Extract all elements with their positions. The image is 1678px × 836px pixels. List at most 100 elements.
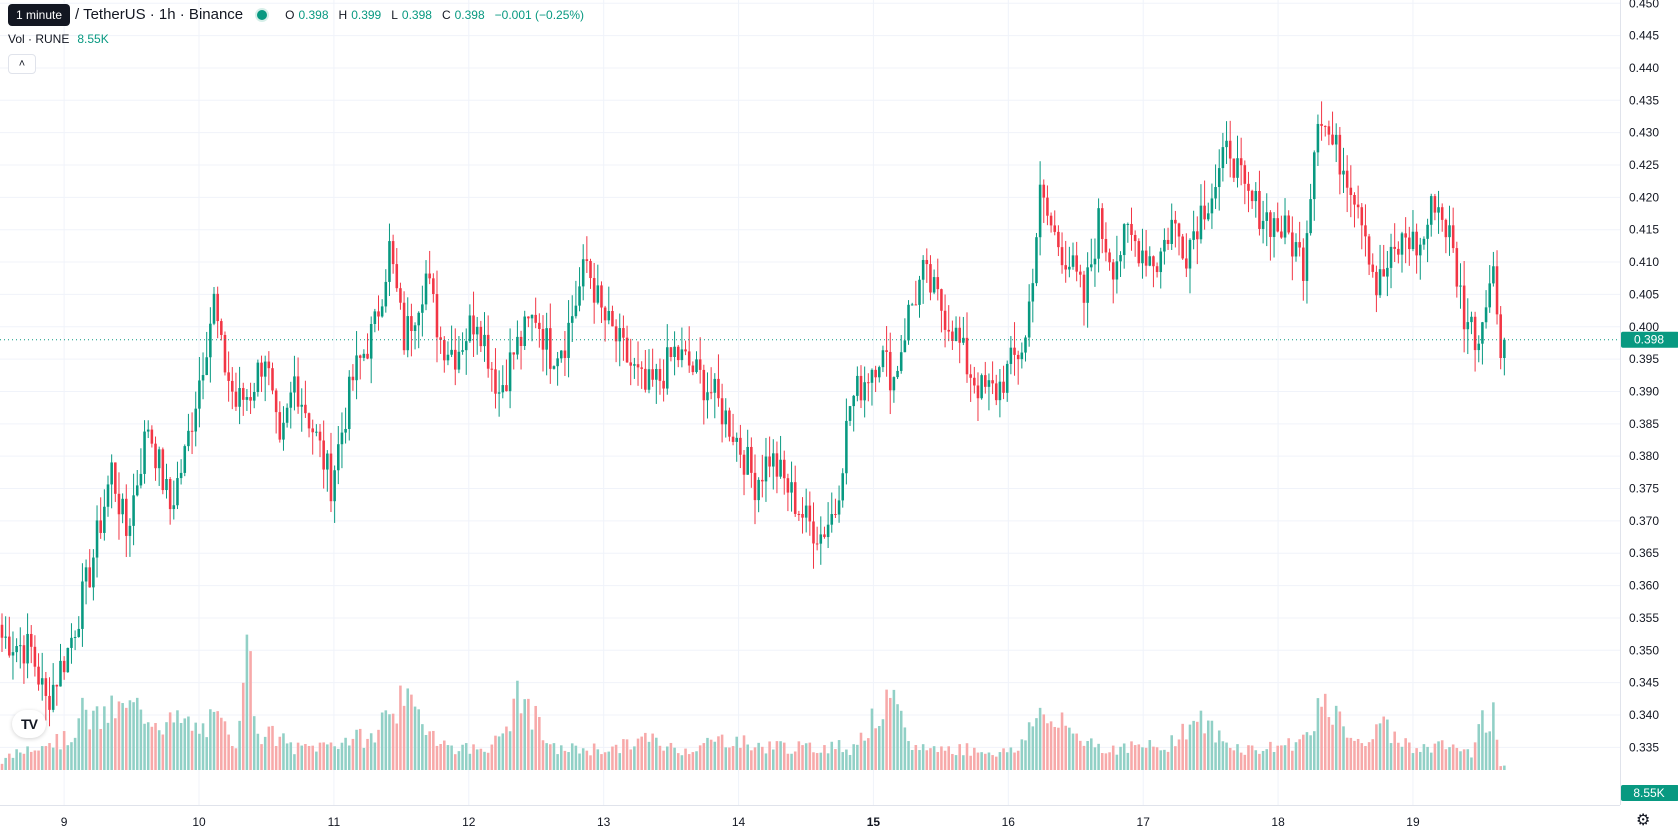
candle-body — [1316, 123, 1320, 153]
volume-bar — [516, 680, 519, 770]
candle-body — [406, 316, 410, 351]
tradingview-logo[interactable]: TV — [12, 710, 46, 738]
candle-body — [48, 695, 51, 710]
candle-body — [234, 391, 238, 407]
candle-body — [976, 385, 980, 399]
candle-body — [947, 329, 951, 332]
candle-body — [962, 337, 965, 343]
volume-bar — [717, 736, 720, 770]
candle-body — [717, 378, 720, 399]
volume-bar — [1042, 714, 1046, 770]
candle-body — [914, 304, 918, 306]
volume-bar — [475, 749, 479, 770]
volume-bar — [907, 741, 910, 770]
candle-body — [344, 428, 347, 433]
volume-bar — [1367, 742, 1371, 770]
candle-body — [1400, 233, 1404, 255]
candle-body — [834, 514, 837, 516]
volume-bar — [190, 730, 194, 770]
volume-bar — [965, 743, 969, 770]
volume-bar — [826, 753, 830, 770]
candle-body — [1203, 205, 1206, 220]
candle-body — [384, 281, 388, 307]
candle-body — [198, 380, 201, 409]
market-status-icon[interactable] — [255, 7, 270, 22]
symbol-title[interactable]: / TetherUS · 1h · Binance — [75, 6, 244, 23]
volume-bar — [1203, 733, 1206, 770]
candle-body — [665, 347, 669, 389]
candle-body — [66, 647, 70, 673]
volume-bar — [307, 745, 311, 770]
volume-bar — [486, 752, 490, 770]
volume-bar — [987, 752, 991, 770]
candle-body — [70, 637, 73, 648]
volume-bar — [859, 732, 863, 770]
candle-body — [1470, 316, 1473, 323]
volume-bar — [1093, 747, 1097, 770]
volume-bar — [790, 753, 793, 770]
volume-bar — [512, 698, 516, 770]
candle-body — [399, 288, 402, 303]
candle-body — [176, 478, 179, 506]
volume-bar — [450, 745, 453, 770]
candle-body — [1360, 207, 1364, 226]
candle-body — [318, 431, 322, 441]
volume-bar — [837, 740, 841, 770]
candle-body — [157, 449, 161, 469]
volume-bar — [1111, 745, 1115, 770]
volume-bar — [421, 724, 424, 770]
volume-bar — [771, 749, 775, 770]
volume-bar — [998, 752, 1002, 770]
candle-body — [819, 534, 823, 544]
volume-bar — [271, 725, 274, 770]
volume-bar — [88, 729, 92, 770]
volume-bar — [103, 706, 106, 770]
volume-bar — [1053, 726, 1057, 770]
volume-bar — [1415, 748, 1418, 770]
candle-body — [1261, 220, 1265, 229]
volume-bar — [1503, 765, 1506, 770]
volume-bar — [139, 709, 143, 770]
volume-bar — [1342, 726, 1345, 770]
candle-body — [1426, 224, 1429, 239]
time-axis[interactable]: 9 10 11 12 13 14 15 16 17 18 19 — [0, 805, 1620, 836]
volume-bar — [662, 750, 665, 770]
candle-body — [88, 567, 92, 588]
price-tick-label: 0.385 — [1629, 417, 1659, 431]
volume-bar — [439, 744, 442, 770]
candle-body — [1159, 251, 1163, 273]
candle-body — [1130, 223, 1133, 235]
volume-bar — [640, 736, 643, 770]
candle-body — [1115, 261, 1119, 280]
candle-body — [1027, 301, 1031, 338]
volume-bar — [1309, 735, 1312, 770]
candle-body — [1342, 170, 1345, 175]
volume-bar — [198, 733, 201, 770]
collapse-legend-button[interactable]: ˄ — [8, 54, 36, 74]
volume-bar — [417, 709, 420, 770]
volume-bar — [406, 688, 410, 770]
candlestick-chart[interactable] — [0, 0, 1620, 805]
price-axis[interactable]: 0.335 0.340 0.345 0.350 0.355 0.360 0.365 0.370… — [1620, 0, 1678, 805]
candle-body — [848, 406, 852, 421]
candle-body — [490, 368, 494, 370]
candle-body — [179, 472, 183, 479]
volume-bar — [1170, 735, 1173, 770]
candle-body — [596, 285, 600, 303]
candle-body — [987, 380, 991, 387]
last-volume-badge: 8.55K — [1621, 785, 1678, 801]
volume-bar — [293, 754, 296, 770]
candle-body — [684, 349, 687, 352]
candle-body — [373, 311, 377, 325]
candle-body — [1155, 266, 1159, 273]
volume-bar — [238, 720, 241, 770]
volume-bar — [958, 744, 961, 770]
candle-body — [304, 404, 307, 414]
candle-body — [804, 505, 808, 518]
volume-bar — [1404, 738, 1407, 770]
gear-icon[interactable]: ⚙ — [1636, 812, 1651, 829]
volume-bar — [22, 753, 26, 770]
volume-bar — [549, 744, 552, 770]
volume-bar — [201, 723, 205, 770]
candle-body — [585, 259, 589, 261]
